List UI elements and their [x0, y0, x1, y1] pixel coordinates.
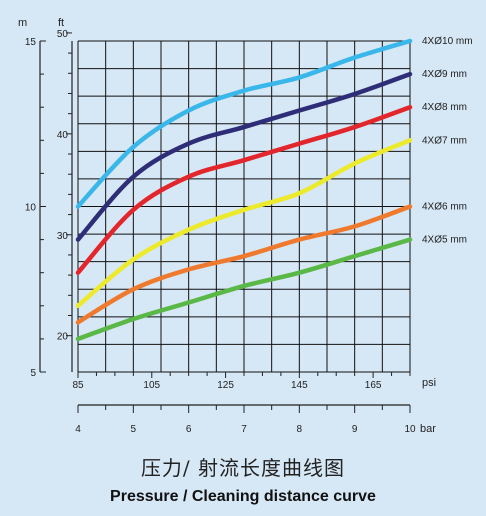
y-axis-ft-tick-label: 20: [57, 332, 69, 343]
y-axis-m-tick-label: 15: [25, 37, 37, 48]
y-axis-m-tick-label: 10: [25, 203, 37, 214]
x-axis-bar-tick-label: 6: [186, 424, 192, 435]
y-axis-ft-tick-label: 40: [57, 130, 69, 141]
x-axis-bar-tick-label: 5: [131, 424, 137, 435]
x-axis-psi-tick-label: 145: [291, 380, 308, 391]
legend-label-6: 4XØ5 mm: [422, 235, 467, 246]
legend-label-4: 4XØ7 mm: [422, 135, 467, 146]
x-axis-bar-tick-label: 7: [241, 424, 247, 435]
x-axis-bar-tick-label: 4: [75, 424, 81, 435]
legend-label-1: 4XØ10 mm: [422, 36, 473, 47]
chart-title-chinese: 压力/ 射流长度曲线图: [140, 456, 346, 480]
x-axis-psi-tick-label: 165: [365, 380, 382, 391]
y-axis-ft-tick-label: 30: [57, 231, 69, 242]
x-axis-psi-tick-label: 85: [72, 380, 84, 391]
y-axis-m-unit: m: [18, 17, 27, 29]
x-axis-bar-tick-label: 10: [404, 424, 416, 435]
x-axis-bar-unit: bar: [420, 423, 436, 435]
x-axis-psi-tick-label: 105: [143, 380, 160, 391]
x-axis-psi-unit: psi: [422, 377, 436, 389]
legend-label-2: 4XØ9 mm: [422, 69, 467, 80]
series-lines: [75, 38, 413, 342]
legend-label-5: 4XØ6 mm: [422, 202, 467, 213]
y-axis-ft-tick-label: 50: [57, 29, 69, 40]
y-axis-m-tick-label: 5: [30, 368, 36, 379]
y-axis-ft-unit: ft: [58, 17, 64, 29]
legend-label-3: 4XØ8 mm: [422, 102, 467, 113]
legend: 4XØ10 mm 4XØ9 mm 4XØ8 mm 4XØ7 mm 4XØ6 mm 4XØ5…: [422, 36, 473, 246]
x-axis-bar-tick-label: 8: [297, 424, 303, 435]
chart-title-english: Pressure / Cleaning distance curve: [110, 488, 376, 505]
x-axis-bar-tick-label: 9: [352, 424, 358, 435]
x-axis-psi-tick-label: 125: [217, 380, 234, 391]
